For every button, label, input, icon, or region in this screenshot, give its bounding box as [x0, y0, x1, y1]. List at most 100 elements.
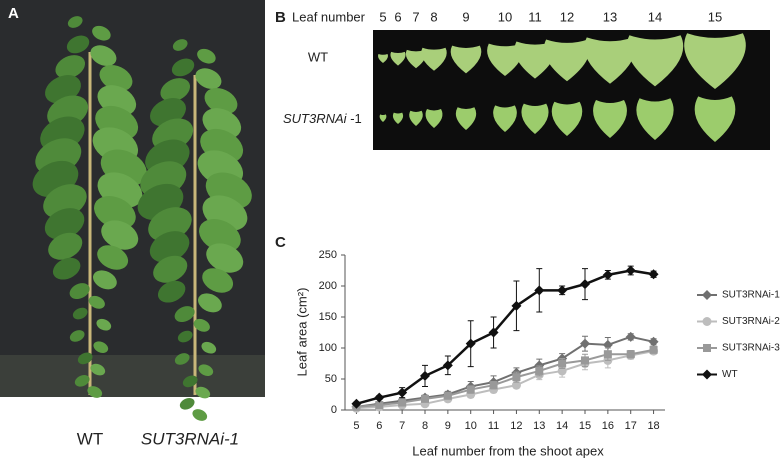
x-tick-label: 6 — [376, 420, 382, 432]
leaf-number: 11 — [528, 9, 542, 24]
marker — [397, 387, 408, 398]
plant-leaf — [198, 364, 214, 376]
marker — [535, 366, 544, 375]
x-tick-label: 11 — [488, 420, 499, 432]
plant-leaf — [55, 55, 86, 79]
marker — [511, 380, 521, 390]
plant-leaf — [44, 208, 85, 240]
marker — [488, 327, 499, 338]
plant-leaf — [204, 88, 238, 115]
plant-leaf — [92, 25, 111, 41]
leaf-wt — [543, 39, 591, 82]
plant-leaf — [193, 318, 210, 332]
y-tick-label: 150 — [319, 311, 337, 323]
legend-marker — [702, 317, 712, 326]
plant-leaf — [182, 375, 198, 388]
marker — [558, 359, 567, 368]
leaf-wt — [450, 45, 482, 74]
plant-leaf — [153, 255, 188, 283]
marker — [465, 338, 476, 349]
leaf-number: 12 — [560, 9, 574, 24]
panel-letter: C — [275, 234, 286, 251]
leaf-rnai — [636, 98, 674, 140]
plant-leaf — [77, 352, 93, 365]
legend-label: SUT3RNAi-2 — [722, 316, 780, 327]
plant-leaf — [72, 307, 88, 320]
leaf-wt — [684, 33, 746, 89]
plant-leaf — [201, 341, 217, 354]
plant-leaf — [195, 386, 211, 399]
plants — [0, 16, 265, 421]
legend-label: SUT3RNAi-3 — [722, 343, 780, 354]
plant-leaf — [177, 330, 193, 343]
plant-leaf — [171, 58, 195, 77]
x-tick-label: 14 — [556, 420, 568, 432]
plant-leaf — [74, 374, 90, 387]
marker — [580, 338, 590, 349]
marker — [603, 350, 612, 359]
legend-label: WT — [722, 369, 738, 380]
plant-leaf — [195, 68, 222, 89]
plant-leaf — [93, 341, 109, 353]
marker — [625, 265, 636, 276]
leaf-number: 10 — [498, 9, 512, 24]
marker — [421, 394, 429, 403]
marker — [442, 360, 453, 371]
panel-letter: A — [8, 5, 19, 22]
plant-leaf — [69, 283, 90, 300]
plant-leaf — [90, 363, 106, 376]
marker — [648, 269, 659, 280]
marker — [351, 398, 362, 409]
x-axis-label: Leaf number from the shoot apex — [412, 443, 604, 458]
legend-label: SUT3RNAi-1 — [722, 290, 780, 301]
row-label: WT — [308, 49, 328, 64]
row-label-italic: SUT3RNAi — [283, 111, 348, 126]
leaf-rnai — [593, 100, 627, 138]
marker — [511, 300, 522, 311]
plant-leaf — [172, 39, 188, 51]
plant-leaf — [90, 45, 117, 66]
leaf-number: 15 — [708, 9, 722, 24]
plant-leaf — [174, 306, 195, 323]
legend-marker — [702, 369, 712, 380]
plant-leaf — [198, 293, 222, 313]
leaf-number: 14 — [648, 9, 662, 24]
heading: Leaf number — [292, 9, 366, 24]
x-tick-label: 13 — [533, 420, 545, 432]
plant-leaf — [149, 231, 190, 263]
marker — [581, 356, 589, 365]
ground — [0, 355, 265, 397]
leaf-rnai — [409, 110, 423, 126]
plant-leaf — [157, 280, 186, 303]
leaf-rnai — [493, 105, 517, 132]
leaf-wt — [584, 37, 636, 84]
y-tick-label: 0 — [331, 404, 337, 416]
plant-leaf — [69, 330, 85, 342]
plant-leaf — [88, 295, 105, 309]
leaf-number: 6 — [394, 9, 401, 24]
leaf-wt — [487, 43, 523, 76]
marker — [466, 385, 475, 394]
plant-leaf — [199, 219, 241, 253]
marker — [375, 401, 384, 410]
leaf-number: 8 — [430, 9, 437, 24]
marker — [602, 269, 613, 280]
series-line — [356, 269, 654, 406]
leaf-number: 7 — [412, 9, 419, 24]
y-tick-label: 250 — [319, 249, 337, 261]
plant-leaf — [94, 196, 136, 230]
marker — [398, 398, 407, 407]
marker — [512, 373, 521, 382]
marker — [420, 370, 430, 381]
x-tick-label: 18 — [647, 420, 659, 432]
plant-leaf — [87, 386, 103, 398]
marker — [649, 345, 658, 354]
y-tick-label: 50 — [325, 373, 337, 385]
leaf-number: 13 — [603, 9, 617, 24]
row-label-rest: -1 — [347, 111, 362, 126]
plant-leaf — [101, 220, 139, 250]
leaf-wt — [421, 47, 447, 71]
marker — [489, 381, 498, 390]
plant-leaf — [48, 232, 83, 260]
